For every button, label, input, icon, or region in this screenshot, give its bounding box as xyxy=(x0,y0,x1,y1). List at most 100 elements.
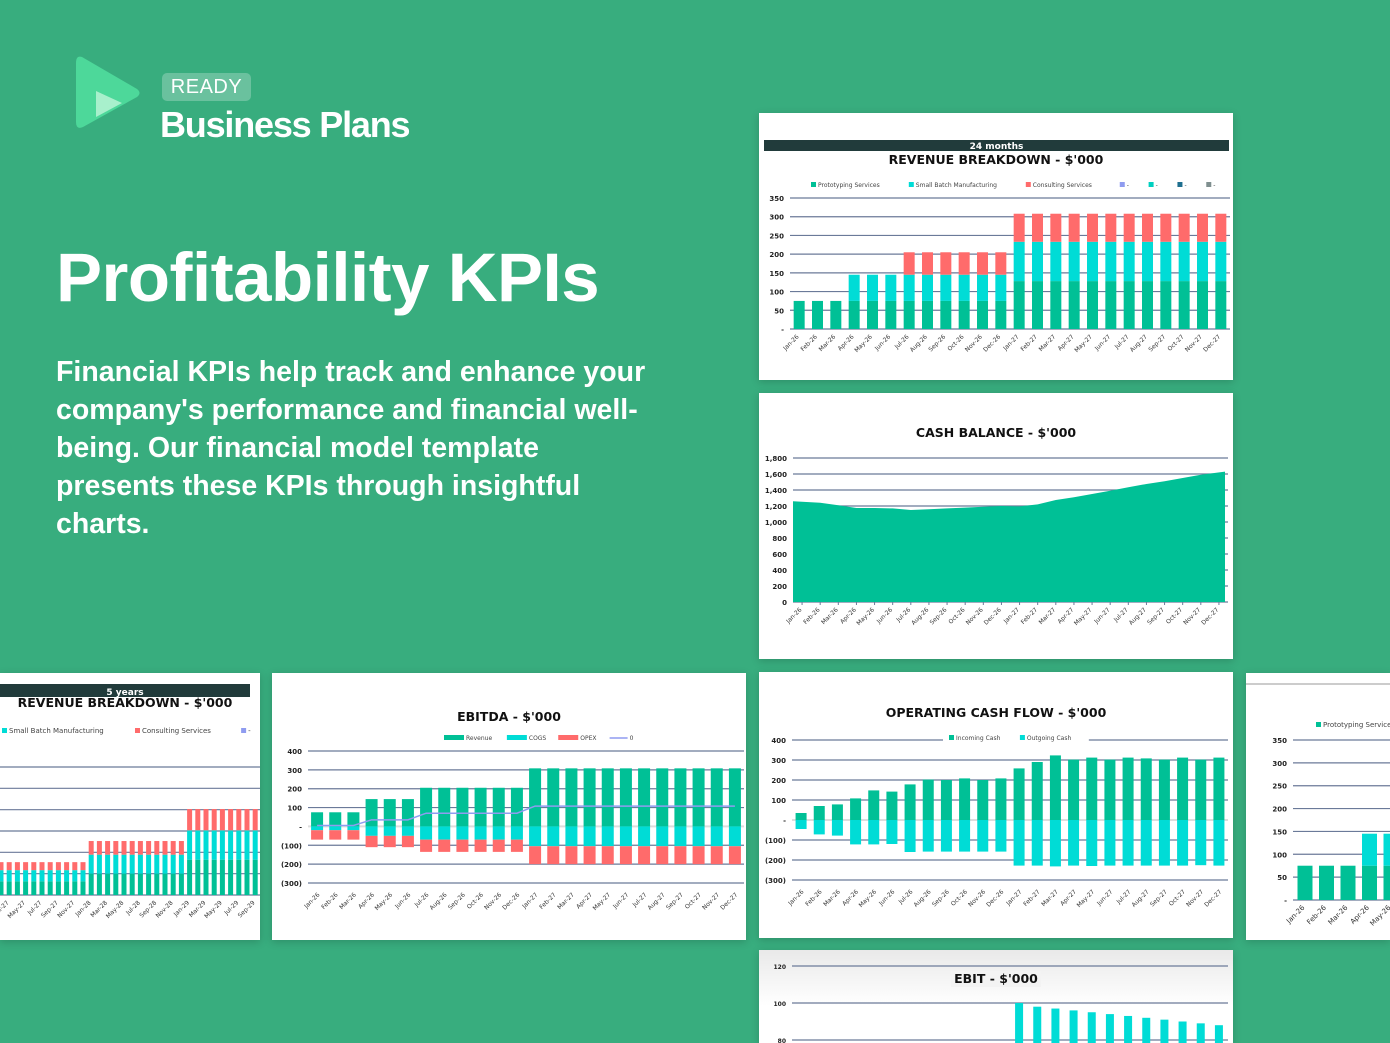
bar-segment xyxy=(940,252,952,275)
y-tick-label: - xyxy=(783,817,786,825)
x-tick-label: Dec-26 xyxy=(983,606,1003,626)
bar-segment xyxy=(474,839,487,852)
x-tick-label: Jun-27 xyxy=(611,891,630,910)
bar-segment xyxy=(39,881,45,895)
bar-segment xyxy=(831,804,843,820)
bar-segment xyxy=(1215,213,1227,242)
bar-segment xyxy=(1177,820,1189,866)
bar-segment xyxy=(64,881,70,895)
bar-segment xyxy=(848,274,860,301)
ebit-card: 80 100 120 EBIT - $'000 xyxy=(759,950,1233,1043)
x-tick-label: Aug-27 xyxy=(1129,333,1149,353)
x-tick-label: Mar-26 xyxy=(818,333,838,353)
x-tick-label: Aug-26 xyxy=(910,606,930,626)
x-tick-label: May-27 xyxy=(6,899,27,920)
bar-segment xyxy=(47,870,53,882)
bar-segment xyxy=(0,870,4,882)
x-tick-label: Dec-26 xyxy=(982,333,1002,353)
bar-segment xyxy=(39,870,45,882)
x-tick-label: Sep-26 xyxy=(927,333,947,353)
bar-segment xyxy=(113,841,119,855)
bar-segment xyxy=(1160,281,1172,329)
bar-segment xyxy=(710,846,723,865)
bar-segment xyxy=(692,768,705,827)
x-tick-label: Jan-27 xyxy=(1001,333,1020,352)
bar-segment xyxy=(47,881,53,895)
bar-segment xyxy=(347,812,360,827)
bar-segment xyxy=(80,881,86,895)
bar-segment xyxy=(812,300,823,329)
bar-segment xyxy=(583,826,596,847)
chart-svg: 0 200 400 600 800 1,000 1,200 1,400 1,600 1,800 Ja… xyxy=(765,425,1228,627)
bar-segment xyxy=(154,841,160,855)
bar-segment xyxy=(529,846,542,865)
x-tick-label: Aug-26 xyxy=(913,888,933,908)
bar-segment xyxy=(329,812,342,827)
bar-segment xyxy=(1104,759,1116,820)
bar-segment xyxy=(55,881,61,895)
x-tick-label: Aug-27 xyxy=(1131,888,1151,908)
bar-segment xyxy=(72,881,78,895)
bar-segment xyxy=(656,826,669,847)
x-tick-label: Oct-27 xyxy=(1168,888,1187,907)
bar-segment xyxy=(178,841,184,855)
x-tick-label: Mar-26 xyxy=(820,606,840,626)
y-tick-label: 300 xyxy=(1272,760,1287,768)
bar-segment xyxy=(96,841,102,855)
bar-segment xyxy=(885,274,897,301)
x-tick-label: Sep-27 xyxy=(665,891,685,911)
bar-segment xyxy=(311,812,324,827)
chart-title: CASH BALANCE - $'000 xyxy=(916,425,1076,440)
bar-segment xyxy=(1086,820,1098,866)
x-tick-label: May-26 xyxy=(374,891,395,912)
bar-segment xyxy=(1178,281,1190,329)
bar-segment xyxy=(137,841,143,855)
bar-segment xyxy=(23,870,29,882)
y-tick-label: 600 xyxy=(772,551,787,559)
bar-segment xyxy=(922,820,934,852)
y-tick-label: 1,400 xyxy=(765,487,787,495)
bar-segment xyxy=(187,859,193,895)
x-tick-label: Jan-27 xyxy=(520,891,539,910)
bar-segment xyxy=(1178,1021,1187,1043)
legend-swatch xyxy=(908,182,914,187)
page-title: Profitability KPIs xyxy=(56,239,600,316)
bar-segment xyxy=(959,820,971,852)
legend-swatch xyxy=(558,735,579,740)
bar-segment xyxy=(1031,762,1043,820)
bar-segment xyxy=(154,854,160,874)
bar-segment xyxy=(219,859,225,895)
bar-segment xyxy=(55,870,61,882)
bar-segment xyxy=(958,300,970,329)
bar-segment xyxy=(922,300,933,329)
bar-segment xyxy=(1068,820,1080,866)
x-tick-label: May-27 xyxy=(592,891,613,912)
bar-segment xyxy=(23,881,29,895)
x-tick-label: Oct-27 xyxy=(684,891,703,910)
chart-svg: (300) (200) (100) - 100 200 300 400 Jan-26Feb-26… xyxy=(765,705,1228,909)
bar-segment xyxy=(88,873,94,895)
x-tick-label: May-27 xyxy=(1076,888,1097,909)
x-tick-label: Jan-26 xyxy=(786,888,805,907)
bar-segment xyxy=(850,820,862,845)
bar-segment xyxy=(162,873,168,895)
revenue-24m-card: 24 months -50 100 150 200 250 300 350 Jan-26 Feb-… xyxy=(759,113,1233,380)
legend-swatch xyxy=(1119,182,1125,187)
legend-label: Outgoing Cash xyxy=(1027,735,1072,742)
bar-segment xyxy=(23,862,29,871)
bar-segment xyxy=(1383,833,1390,866)
x-tick-label: Mar-27 xyxy=(0,899,11,919)
y-tick-label: 100 xyxy=(771,797,786,805)
legend-label: COGS xyxy=(529,735,547,742)
bar-segment xyxy=(383,826,396,836)
x-tick-label: May-26 xyxy=(853,333,874,354)
legend-label: Consulting Services xyxy=(1033,182,1092,189)
x-tick-label: May-27 xyxy=(1073,333,1094,354)
y-tick-label: 200 xyxy=(1272,806,1287,814)
bar-segment xyxy=(1177,757,1189,820)
x-tick-label: Mar-26 xyxy=(1327,903,1350,926)
ebitda-line xyxy=(317,805,735,827)
x-tick-label: Feb-27 xyxy=(1020,333,1040,353)
ready-badge: READY xyxy=(162,73,251,101)
x-tick-label: Nov-27 xyxy=(56,899,76,919)
